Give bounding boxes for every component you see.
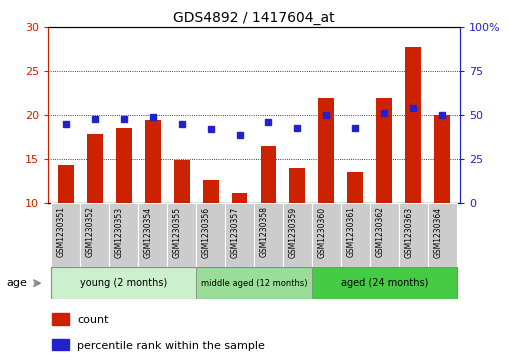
Text: GSM1230353: GSM1230353 (115, 207, 123, 258)
Bar (145, 120, 161, 203)
Bar (52, 314, 69, 325)
Bar (109, 203, 138, 267)
Bar (203, 180, 218, 203)
Bar (196, 203, 225, 267)
Text: aged (24 months): aged (24 months) (341, 278, 428, 288)
Bar (370, 203, 399, 267)
Text: GSM1230358: GSM1230358 (260, 207, 269, 257)
Text: GDS4892 / 1417604_at: GDS4892 / 1417604_at (173, 11, 335, 25)
Bar (312, 203, 341, 267)
Text: GSM1230357: GSM1230357 (231, 207, 239, 258)
Bar (138, 203, 167, 267)
Bar (312, 267, 457, 299)
Bar (428, 203, 457, 267)
Bar (225, 203, 254, 267)
Text: middle aged (12 months): middle aged (12 months) (201, 279, 307, 287)
Text: GSM1230362: GSM1230362 (375, 207, 385, 257)
Bar (376, 98, 392, 203)
Bar (167, 203, 196, 267)
Bar (51, 267, 196, 299)
Bar (283, 203, 312, 267)
Bar (290, 168, 305, 203)
Text: age: age (7, 278, 27, 288)
Bar (232, 193, 247, 203)
Bar (319, 98, 334, 203)
Bar (261, 146, 276, 203)
Bar (58, 164, 74, 203)
Text: GSM1230364: GSM1230364 (433, 207, 442, 258)
Text: GSM1230360: GSM1230360 (318, 207, 327, 258)
Bar (434, 115, 450, 203)
Text: young (2 months): young (2 months) (80, 278, 167, 288)
Bar (254, 203, 283, 267)
Bar (196, 267, 312, 299)
Text: GSM1230355: GSM1230355 (173, 207, 181, 258)
Bar (174, 160, 189, 203)
Bar (116, 129, 132, 203)
Bar (52, 339, 69, 350)
Text: GSM1230356: GSM1230356 (202, 207, 210, 258)
Bar (405, 48, 421, 203)
Text: GSM1230361: GSM1230361 (346, 207, 356, 257)
Text: GSM1230352: GSM1230352 (86, 207, 94, 257)
Bar (80, 203, 109, 267)
Bar (399, 203, 428, 267)
Bar (347, 172, 363, 203)
Text: GSM1230359: GSM1230359 (289, 207, 298, 258)
Text: GSM1230354: GSM1230354 (144, 207, 152, 258)
Bar (341, 203, 370, 267)
Text: count: count (77, 315, 109, 326)
Bar (87, 134, 103, 203)
Text: GSM1230363: GSM1230363 (404, 207, 414, 258)
Bar (51, 203, 80, 267)
Text: GSM1230351: GSM1230351 (57, 207, 66, 257)
Text: percentile rank within the sample: percentile rank within the sample (77, 341, 265, 351)
